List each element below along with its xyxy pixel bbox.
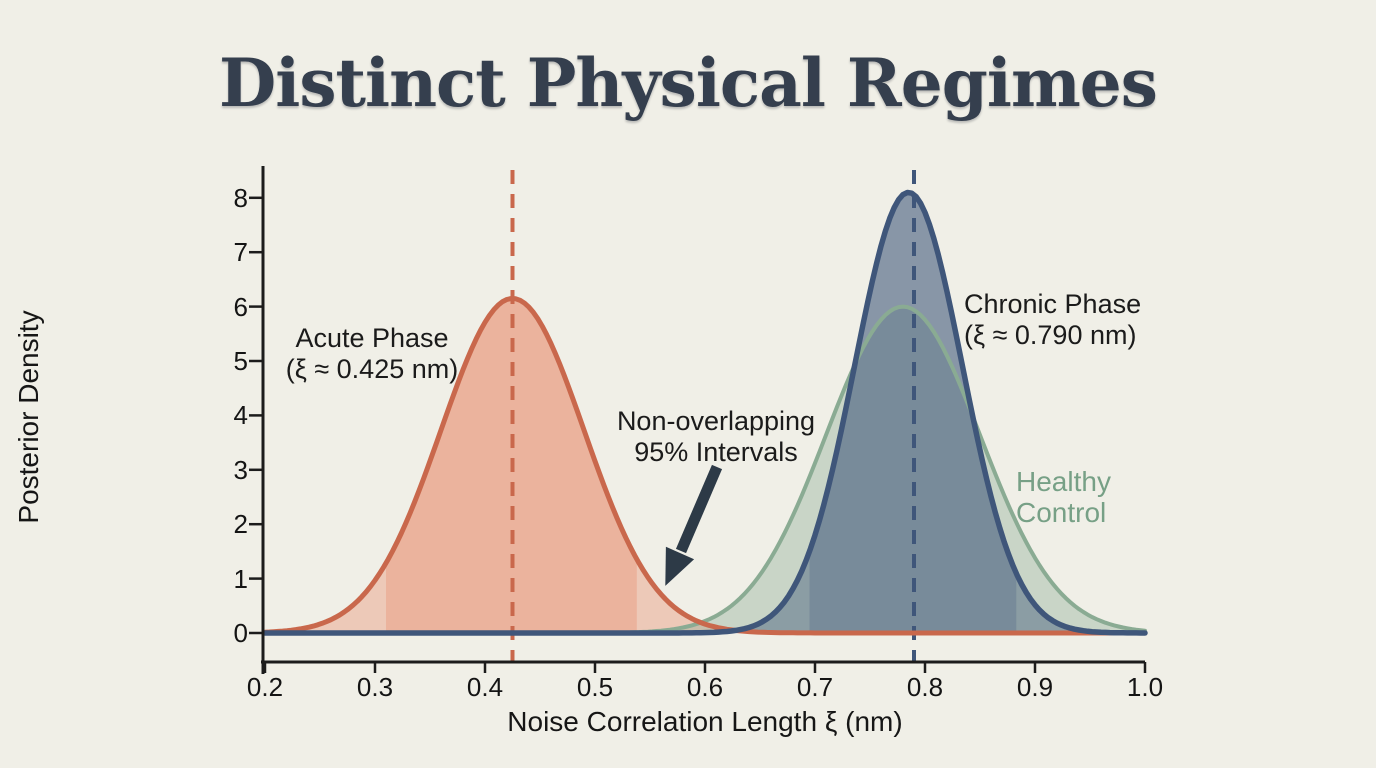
chronic-phase-line1: Chronic Phase: [964, 289, 1142, 319]
x-tick-label: 0.8: [906, 672, 944, 702]
acute-phase-annotation: Acute Phase (ξ ≈ 0.425 nm): [252, 323, 492, 385]
y-tick-label: 6: [233, 291, 248, 322]
y-tick-label: 7: [233, 237, 248, 268]
x-tick-label: 0.5: [576, 672, 614, 702]
interval-line2: 95% Intervals: [634, 437, 798, 467]
y-tick-label: 0: [233, 618, 248, 648]
acute-phase-line2: (ξ ≈ 0.425 nm): [285, 354, 459, 384]
y-tick-label: 4: [233, 400, 248, 431]
healthy-control-fill: [265, 306, 1145, 633]
y-tick-label: 5: [233, 346, 248, 376]
chronic-phase-curve: [262, 189, 1148, 636]
posterior-mean-dashed-lines: [510, 170, 916, 661]
x-tick-label: 0.6: [686, 672, 724, 702]
chronic-phase-line2: (ξ ≈ 0.790 nm): [964, 320, 1137, 350]
arrow-head: [665, 546, 695, 586]
x-tick-label: 0.2: [246, 672, 284, 702]
acute-phase-fill: [265, 298, 1145, 633]
healthy-control-line2: Control: [1016, 497, 1107, 528]
chronic-phase-annotation: Chronic Phase (ξ ≈ 0.790 nm): [964, 289, 1224, 351]
x-tick-label: 0.7: [796, 672, 834, 702]
chart-title: Distinct Physical Regimes: [219, 44, 1158, 122]
y-tick-label: 3: [233, 454, 248, 485]
interval-line1: Non-overlapping: [616, 406, 816, 436]
x-tick-label: 0.3: [356, 672, 394, 702]
annotation-arrow-icon: [665, 464, 723, 586]
y-tick-label: 1: [233, 563, 248, 594]
chronic-phase-fill: [265, 192, 1145, 633]
x-axis-label: Noise Correlation Length ξ (nm): [507, 706, 903, 737]
x-tick-label: 0.9: [1016, 672, 1054, 702]
x-tick-label: 1.0: [1126, 672, 1164, 702]
y-tick-label: 8: [233, 182, 248, 213]
x-tick-label: 0.4: [466, 672, 504, 702]
y-axis-label: Posterior Density: [13, 310, 44, 524]
axes: [249, 166, 1147, 674]
acute-phase-curve: [262, 296, 1148, 636]
healthy-control-line1: Healthy: [1016, 466, 1111, 497]
acute-phase-line1: Acute Phase: [295, 323, 449, 353]
arrow-shaft: [675, 464, 723, 554]
y-tick-label: 2: [233, 509, 248, 540]
density-curves: [262, 189, 1148, 636]
interval-annotation: Non-overlapping 95% Intervals: [596, 406, 836, 468]
healthy-control-annotation: Healthy Control: [1016, 466, 1176, 528]
